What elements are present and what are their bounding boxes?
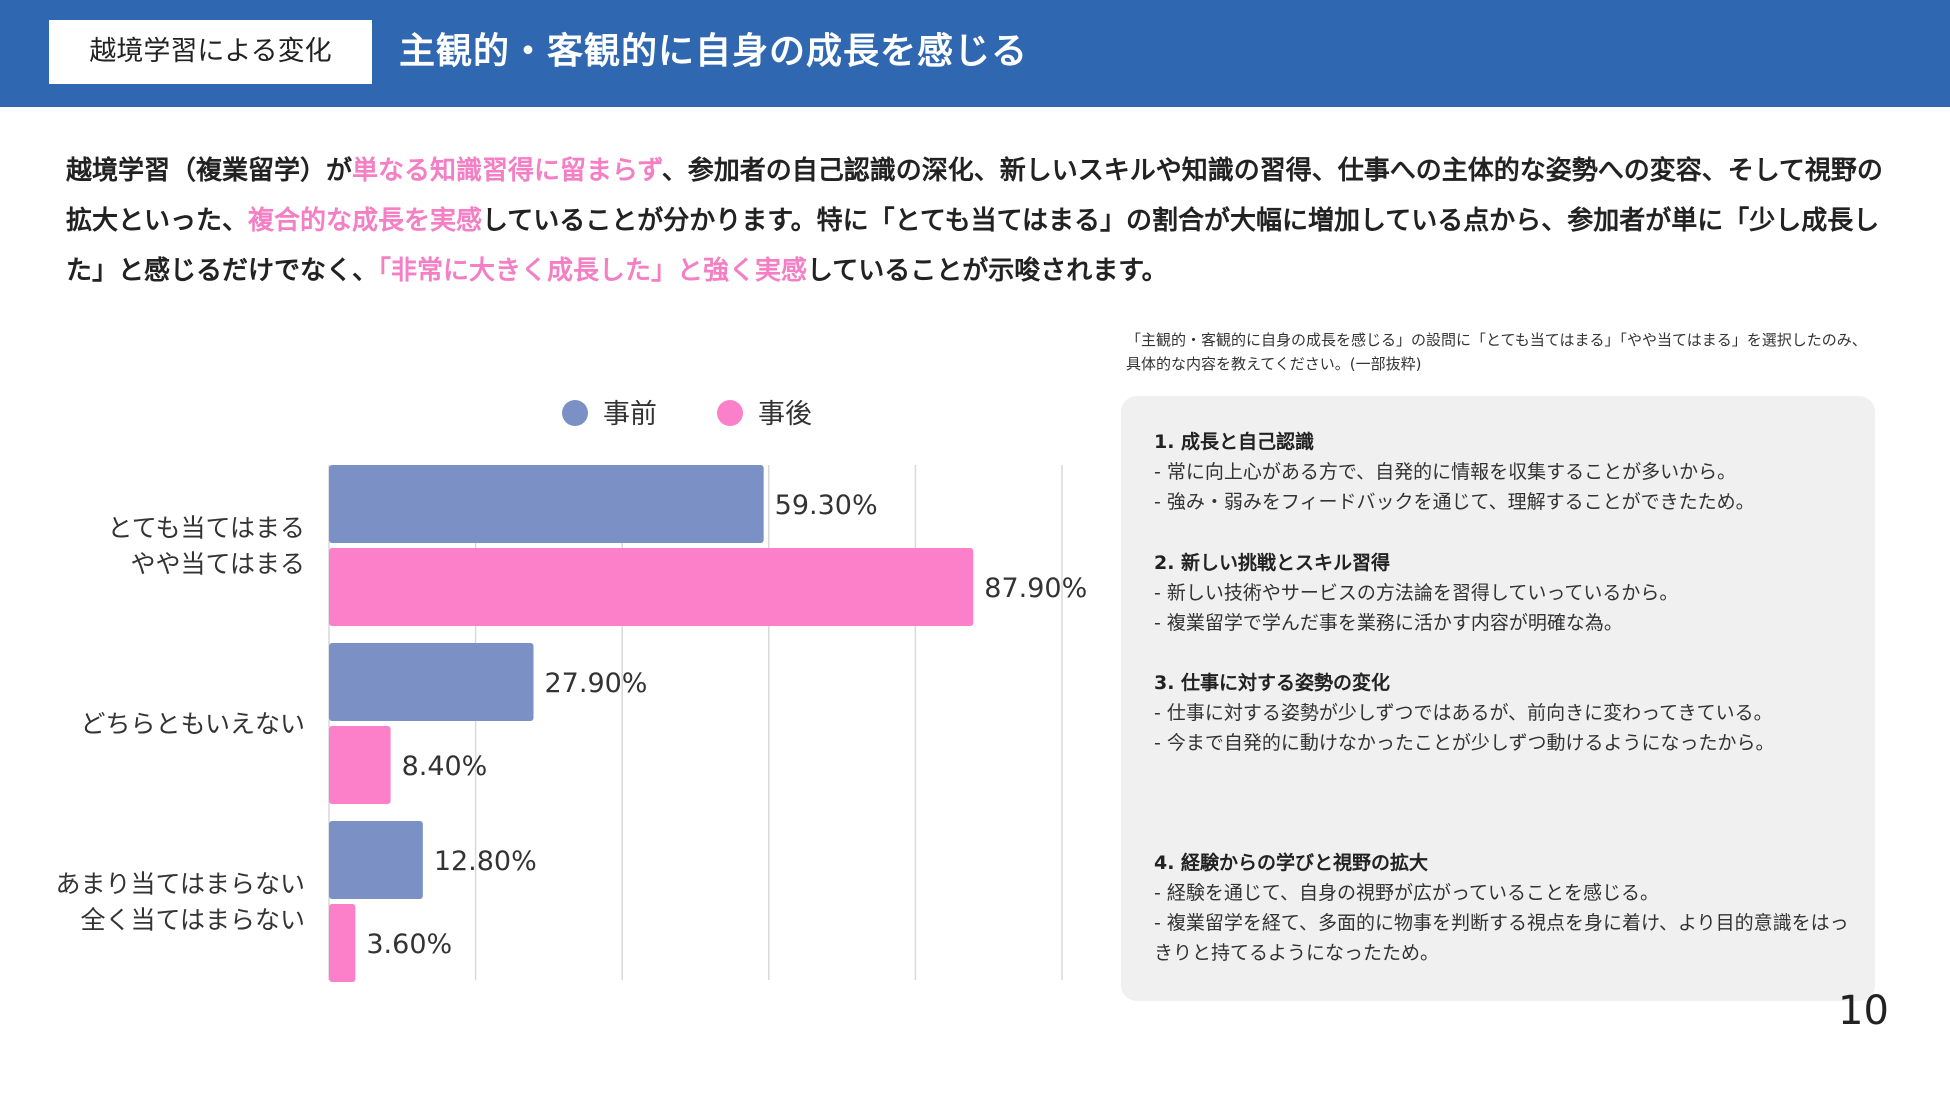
legend-label: 事後: [758, 399, 812, 430]
intro-segment: 越境学習（複業留学）が: [66, 156, 353, 186]
comment-line: - 仕事に対する姿勢が少しずつではあるが、前向きに変わってきている。: [1154, 702, 1773, 724]
bar-after: [329, 726, 391, 804]
category-label: とても当てはまる: [107, 514, 305, 543]
comment-line: - 複業留学で学んだ事を業務に活かす内容が明確な為。: [1154, 612, 1623, 634]
survey-note: 「主観的・客観的に自身の成長を感じる」の設問に「とても当てはまる」「やや当てはま…: [1126, 331, 1867, 373]
comment-section: 1. 成長と自己認識 - 常に向上心がある方で、自発的に情報を収集することが多い…: [1154, 427, 1854, 517]
comment-heading: 1. 成長と自己認識: [1154, 431, 1315, 453]
data-label: 12.80%: [434, 846, 537, 877]
bar-after: [329, 548, 974, 626]
header-bar: 越境学習による変化 主観的・客観的に自身の成長を感じる: [0, 0, 1950, 107]
comment-line: - 新しい技術やサービスの方法論を習得していっているから。: [1154, 582, 1679, 604]
intro-segment: 、参加者の自己認識の深化、新しいスキルや知識の習得、仕事への主体的な姿勢への変容…: [66, 156, 1883, 236]
intro-segment: していることが示唆されます。: [807, 256, 1168, 286]
intro-segment: していることが分かります。特に「とても当てはまる」の割合が大幅に増加している点か…: [66, 206, 1880, 286]
category-label: 全く当てはまらない: [80, 906, 305, 935]
category-label: やや当てはまる: [130, 550, 305, 579]
comment-section: 4. 経験からの学びと視野の拡大 - 経験を通じて、自身の視野が広がっていること…: [1154, 848, 1854, 968]
comment-line: - 経験を通じて、自身の視野が広がっていることを感じる。: [1154, 882, 1659, 904]
bar-before: [329, 643, 534, 721]
comment-line: - 強み・弱みをフィードバックを通じて、理解することができたため。: [1154, 491, 1755, 513]
data-label: 27.90%: [545, 668, 648, 699]
data-label: 3.60%: [366, 929, 452, 960]
category-label: あまり当てはまらない: [55, 870, 305, 899]
legend-marker-before: [562, 400, 588, 426]
category-label: どちらともいえない: [80, 710, 305, 739]
data-label: 87.90%: [984, 573, 1087, 604]
comment-heading: 2. 新しい挑戦とスキル習得: [1154, 552, 1391, 574]
comment-line: - 今まで自発的に動けなかったことが少しずつ動けるようになったから。: [1154, 732, 1775, 754]
intro-highlight: 「非常に大きく成長した」と強く実感: [378, 256, 808, 286]
intro-highlight: 複合的な成長を実感: [248, 206, 483, 236]
legend-label: 事前: [603, 399, 657, 430]
bar-after: [329, 904, 356, 982]
comment-heading: 4. 経験からの学びと視野の拡大: [1154, 852, 1429, 874]
comment-section: 2. 新しい挑戦とスキル習得 - 新しい技術やサービスの方法論を習得していってい…: [1154, 548, 1854, 638]
bar-before: [329, 821, 423, 899]
intro-paragraph: 越境学習（複業留学）が単なる知識習得に留まらず、参加者の自己認識の深化、新しいス…: [66, 146, 1896, 296]
legend-marker-after: [717, 400, 743, 426]
intro-highlight: 単なる知識習得に留まらず: [352, 156, 662, 186]
comments-panel: 1. 成長と自己認識 - 常に向上心がある方で、自発的に情報を収集することが多い…: [1121, 396, 1875, 1001]
comment-line: - 常に向上心がある方で、自発的に情報を収集することが多いから。: [1154, 461, 1737, 483]
page-number: 10: [1838, 988, 1889, 1034]
comment-line: - 複業留学を経て、多面的に物事を判断する視点を身に着け、より目的意識をはっきり…: [1154, 912, 1849, 964]
section-tag: 越境学習による変化: [49, 20, 372, 84]
page-title: 主観的・客観的に自身の成長を感じる: [399, 31, 1029, 72]
bar-before: [329, 465, 764, 543]
comment-section: 3. 仕事に対する姿勢の変化 - 仕事に対する姿勢が少しずつではあるが、前向きに…: [1154, 668, 1824, 758]
comment-heading: 3. 仕事に対する姿勢の変化: [1154, 672, 1391, 694]
data-label: 8.40%: [402, 751, 488, 782]
data-label: 59.30%: [775, 490, 878, 521]
